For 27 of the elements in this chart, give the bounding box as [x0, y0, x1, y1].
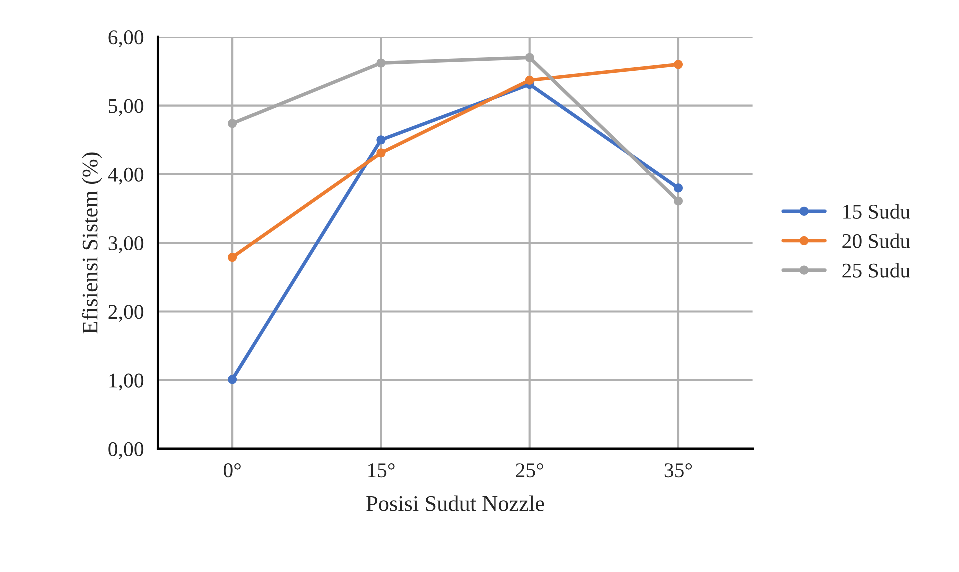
- point: [525, 53, 534, 62]
- point: [674, 184, 684, 193]
- point: [674, 196, 684, 206]
- point: [525, 76, 534, 85]
- point: [228, 119, 238, 128]
- legend-label: 25 Sudu: [842, 263, 910, 278]
- x-tick-label: 0°: [224, 464, 241, 478]
- y-tick-label: 6,00: [108, 30, 144, 48]
- x-tick-label: 15°: [368, 464, 395, 478]
- point: [376, 58, 386, 68]
- y-tick-label: 2,00: [108, 305, 144, 322]
- point: [376, 148, 386, 158]
- y-tick-label: 5,00: [109, 99, 144, 116]
- point: [228, 375, 238, 384]
- x-tick-label: 35°: [664, 464, 692, 478]
- y-axis-title: Efisiensi Sistem (%): [82, 152, 102, 334]
- y-tick-label: 4,00: [108, 168, 144, 185]
- x-tick-label: 25°: [516, 464, 544, 478]
- y-tick-label: 3,00: [108, 236, 144, 254]
- y-tick-label: 1,00: [110, 374, 144, 391]
- y-tick-label: 0,00: [108, 442, 144, 460]
- point: [228, 253, 238, 262]
- legend-label: 20 Sudu: [842, 234, 910, 248]
- point: [674, 60, 684, 70]
- point: [376, 136, 386, 145]
- x-axis-title: Posisi Sudut Nozzle: [366, 496, 544, 512]
- legend-label: 15 Sudu: [844, 204, 910, 219]
